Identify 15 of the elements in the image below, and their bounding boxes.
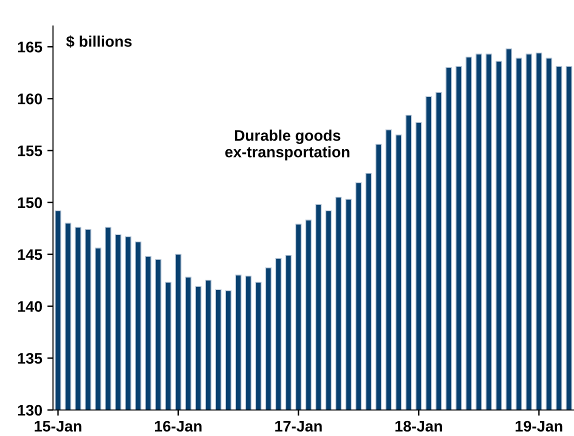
x-tick-label: 19-Jan (516, 420, 562, 432)
x-tick-label: 15-Jan (34, 420, 82, 432)
y-tick-label: 140 (18, 301, 42, 312)
y-tick-label: 130 (18, 404, 42, 416)
x-tick-label: 18-Jan (395, 420, 442, 432)
y-tick-label: 155 (18, 146, 42, 156)
y-axis-title: $ billions (66, 35, 132, 48)
y-tick-label: 145 (18, 249, 42, 260)
y-tick-label: 165 (18, 42, 42, 52)
y-tick-label: 160 (18, 94, 42, 104)
y-tick-label: 150 (18, 197, 42, 208)
annotation: Durable goods ex-transportation (225, 130, 350, 160)
y-tick-label: 135 (18, 352, 42, 364)
x-tick-label: 17-Jan (275, 420, 322, 432)
x-tick-label: 16-Jan (155, 420, 202, 432)
